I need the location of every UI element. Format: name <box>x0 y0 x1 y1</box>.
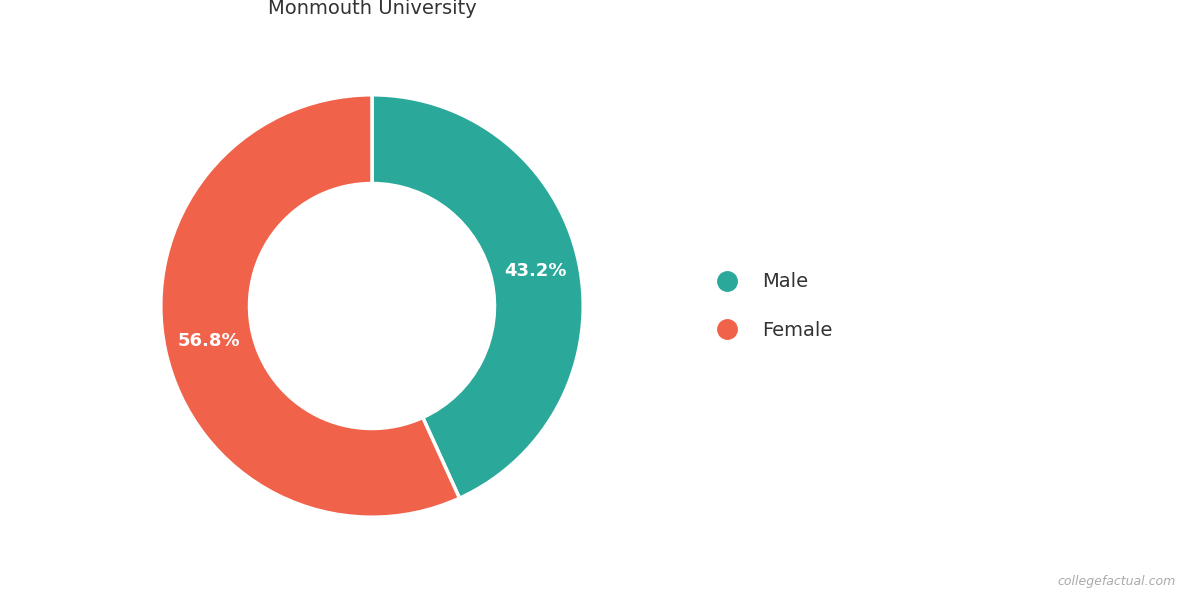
Title: Male/Female Breakdown of Undergraduate Students at
Monmouth University: Male/Female Breakdown of Undergraduate S… <box>104 0 640 18</box>
Legend: Male, Female: Male, Female <box>688 253 852 359</box>
Text: 56.8%: 56.8% <box>178 332 240 350</box>
Text: 43.2%: 43.2% <box>504 262 566 280</box>
Wedge shape <box>372 95 583 498</box>
Text: collegefactual.com: collegefactual.com <box>1057 575 1176 588</box>
Wedge shape <box>161 95 460 517</box>
